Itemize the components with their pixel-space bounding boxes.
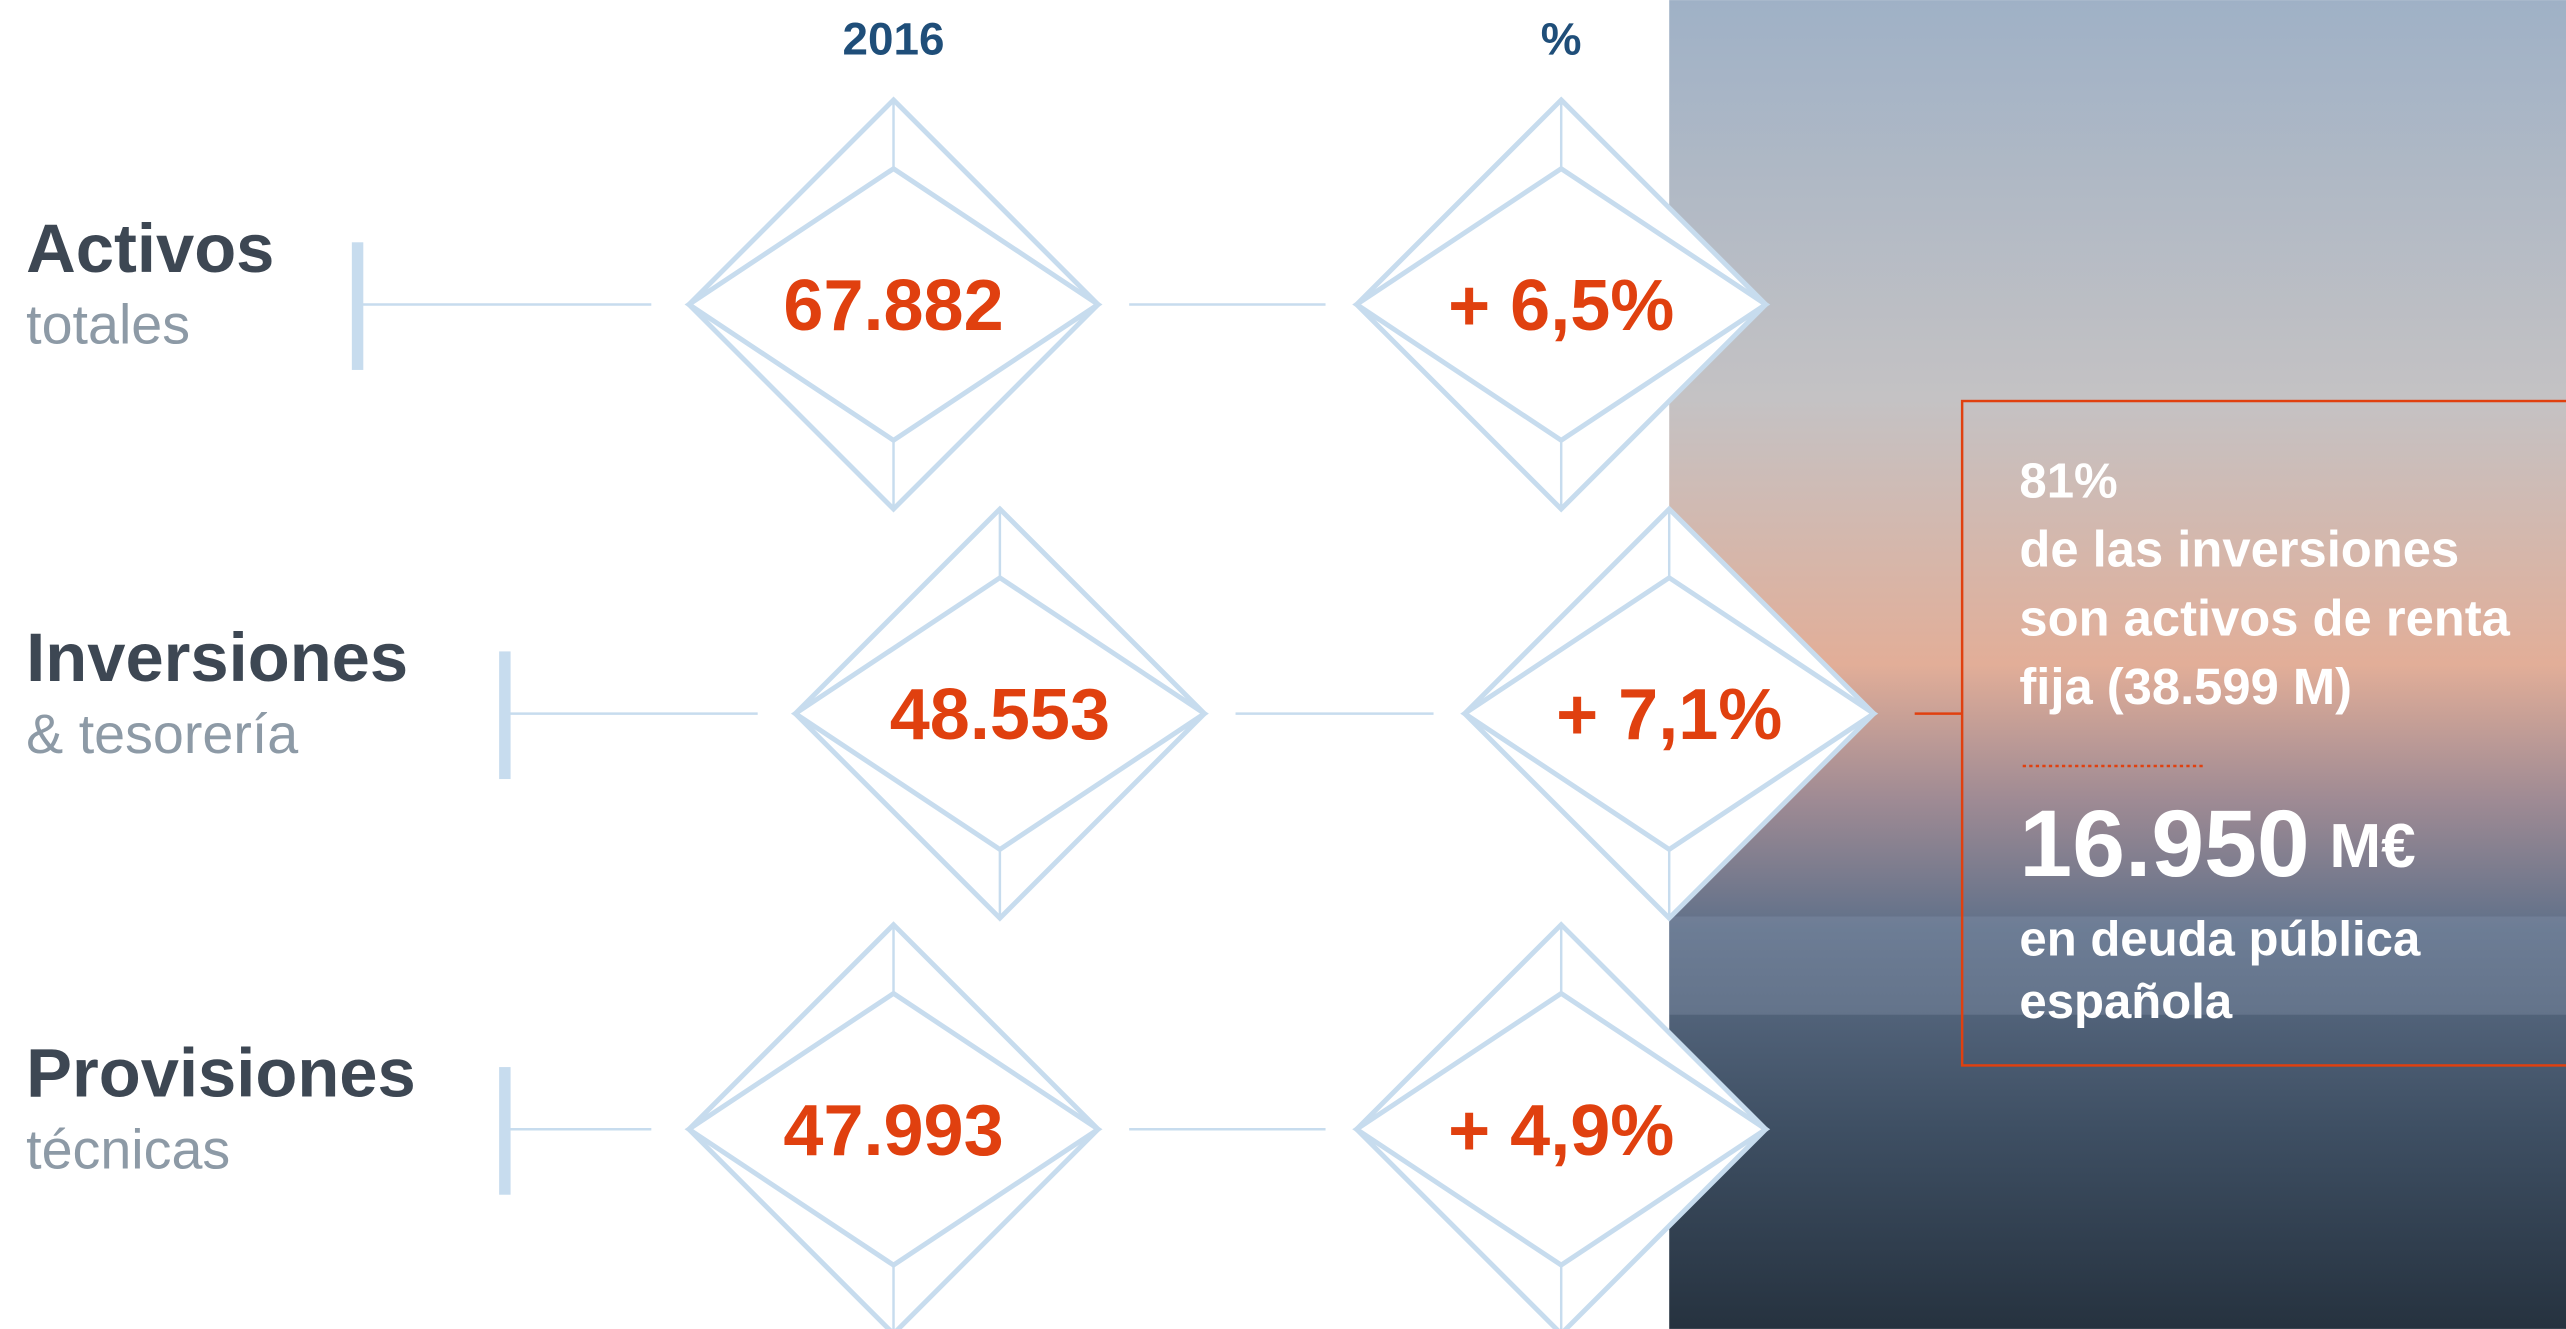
callout-line: fija (38.599 M) [2019,658,2352,715]
row-bar [499,651,511,780]
callout-line: de las inversiones [2019,521,2459,578]
row-subtitle: totales [26,294,190,356]
rows: Activos totales 67.882 + 6,5% Inversiones & t… [26,96,1879,1329]
row-title: Inversiones [26,619,408,696]
row-value: 47.993 [783,1091,1003,1171]
amount: 16.950 [2019,791,2309,897]
row-change: + 7,1% [1556,675,1782,755]
row-change: + 6,5% [1448,266,1674,346]
row-title: Activos [26,210,274,287]
row-title: Provisiones [26,1035,416,1112]
row-bar [499,1067,511,1195]
row-subtitle: & tesorería [26,703,298,765]
unit: M€ [2329,812,2415,881]
callout-footer: en deuda pública [2019,913,2421,967]
fog [1669,916,2566,1015]
column-header: % [1541,14,1582,65]
row-value: 48.553 [890,675,1110,755]
callout-line: son activos de renta [2019,589,2510,646]
callout-amount: 16.950 M€ [2019,791,2415,897]
column-header: 2016 [843,14,945,65]
row-change: + 4,9% [1448,1091,1674,1171]
row-value: 67.882 [783,266,1003,346]
row-subtitle: técnicas [26,1119,230,1181]
row-bar [351,242,364,370]
callout-box [1960,399,2566,1067]
callout-share: 81% [2019,454,2117,508]
callout-footer: española [2019,975,2232,1029]
